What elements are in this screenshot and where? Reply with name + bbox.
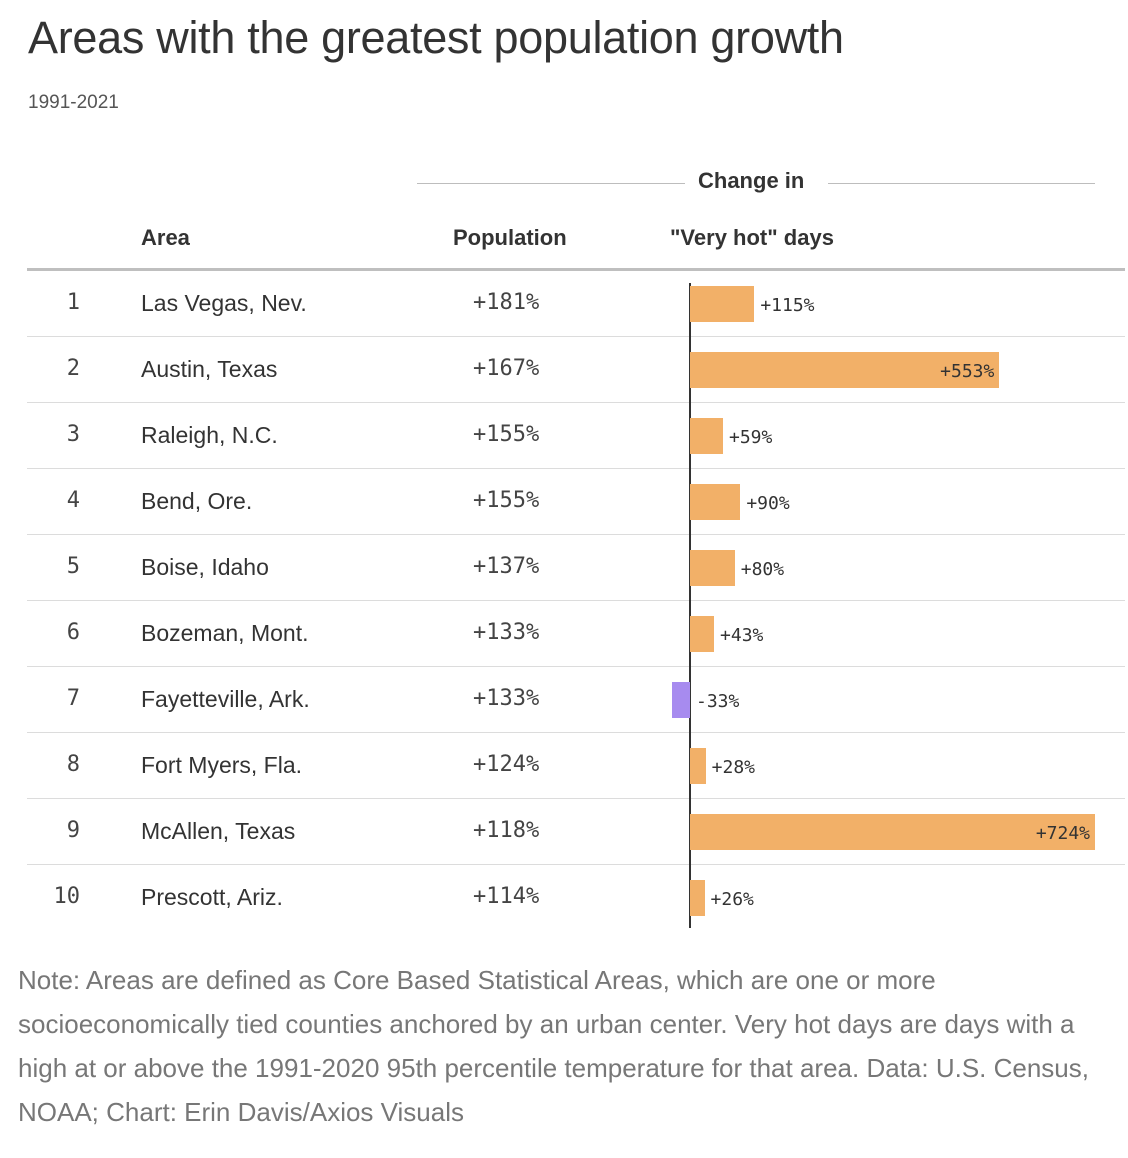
hot-days-bar: [671, 682, 690, 718]
column-header-area: Area: [141, 225, 190, 250]
table-row: 6 Bozeman, Mont. +133%: [27, 601, 1125, 667]
population-change-cell: +114%: [473, 884, 540, 909]
group-rule-left: [417, 183, 685, 184]
chart-title: Areas with the greatest population growt…: [28, 12, 844, 63]
population-change-cell: +181%: [473, 290, 540, 315]
chart-subtitle: 1991-2021: [28, 92, 119, 113]
population-change-cell: +167%: [473, 356, 540, 381]
rank-cell: 1: [66, 290, 80, 315]
hot-days-label: +80%: [740, 559, 785, 580]
population-change-cell: +155%: [473, 422, 540, 447]
rank-cell: 6: [66, 620, 80, 645]
table-row: 3 Raleigh, N.C. +155%: [27, 403, 1125, 469]
hot-days-label: +59%: [729, 427, 773, 448]
hot-days-label: +28%: [711, 757, 756, 778]
area-cell: Prescott, Ariz.: [141, 884, 283, 910]
rank-cell: 7: [66, 686, 80, 711]
row-divider: [27, 864, 1125, 865]
hot-days-label: +553%: [940, 361, 995, 382]
header-rule: [27, 268, 1125, 271]
rank-cell: 3: [66, 422, 80, 447]
rank-cell: 2: [66, 356, 80, 381]
population-change-cell: +137%: [473, 554, 540, 579]
hot-days-label: +43%: [720, 625, 764, 646]
hot-days-bar: [690, 814, 1095, 850]
population-change-cell: +118%: [473, 818, 540, 843]
population-change-cell: +133%: [473, 620, 540, 645]
hot-days-label: +724%: [1035, 823, 1090, 844]
area-cell: Austin, Texas: [141, 356, 278, 382]
group-rule-right: [828, 183, 1095, 184]
area-cell: Las Vegas, Nev.: [141, 290, 307, 316]
rank-cell: 9: [66, 818, 80, 843]
row-divider: [27, 468, 1125, 469]
hot-days-label: +115%: [760, 295, 815, 316]
population-change-cell: +124%: [473, 752, 540, 777]
table-row: 5 Boise, Idaho +137%: [27, 535, 1125, 601]
hot-days-bar: [690, 352, 1000, 388]
column-header-population: Population: [453, 225, 567, 250]
row-divider: [27, 600, 1125, 601]
hot-days-bar: [690, 748, 706, 784]
table-row: 9 McAllen, Texas +118%: [27, 799, 1125, 865]
row-divider: [27, 666, 1125, 667]
row-divider: [27, 798, 1125, 799]
hot-days-bar: [690, 286, 755, 322]
rank-cell: 10: [53, 884, 81, 909]
area-cell: Boise, Idaho: [141, 554, 269, 580]
area-cell: Fort Myers, Fla.: [141, 752, 303, 778]
row-divider: [27, 336, 1125, 337]
table-row: 8 Fort Myers, Fla. +124%: [27, 733, 1125, 799]
hot-days-bar: [690, 616, 715, 652]
hot-days-bar: [690, 880, 705, 916]
table-row: 4 Bend, Ore. +155%: [27, 469, 1125, 535]
area-cell: Bozeman, Mont.: [141, 620, 309, 646]
hot-days-bar: [690, 550, 735, 586]
table-row: 1 Las Vegas, Nev. +181%: [27, 271, 1125, 337]
hot-days-label: +26%: [710, 889, 754, 910]
column-header-very-hot-days: "Very hot" days: [670, 225, 834, 250]
hot-days-label: -33%: [696, 691, 740, 712]
rank-cell: 5: [66, 554, 80, 579]
population-change-cell: +155%: [473, 488, 540, 513]
table-row: 10 Prescott, Ariz. +114%: [27, 865, 1125, 931]
change-in-label: Change in: [698, 168, 805, 193]
hot-days-label: +90%: [746, 493, 790, 514]
hot-days-bar: [690, 418, 723, 454]
row-divider: [27, 402, 1125, 403]
footnote: Note: Areas are defined as Core Based St…: [18, 965, 1089, 1127]
table-row: 7 Fayetteville, Ark. +133%: [27, 667, 1125, 733]
table-row: 2 Austin, Texas +167%: [27, 337, 1125, 403]
population-change-cell: +133%: [473, 686, 540, 711]
row-divider: [27, 534, 1125, 535]
area-cell: McAllen, Texas: [141, 818, 296, 844]
area-cell: Bend, Ore.: [141, 488, 253, 514]
rank-cell: 8: [66, 752, 80, 777]
zero-axis: [689, 283, 691, 928]
area-cell: Fayetteville, Ark.: [141, 686, 310, 712]
rank-cell: 4: [66, 488, 80, 513]
row-divider: [27, 732, 1125, 733]
hot-days-bar: [690, 484, 741, 520]
area-cell: Raleigh, N.C.: [141, 422, 278, 448]
